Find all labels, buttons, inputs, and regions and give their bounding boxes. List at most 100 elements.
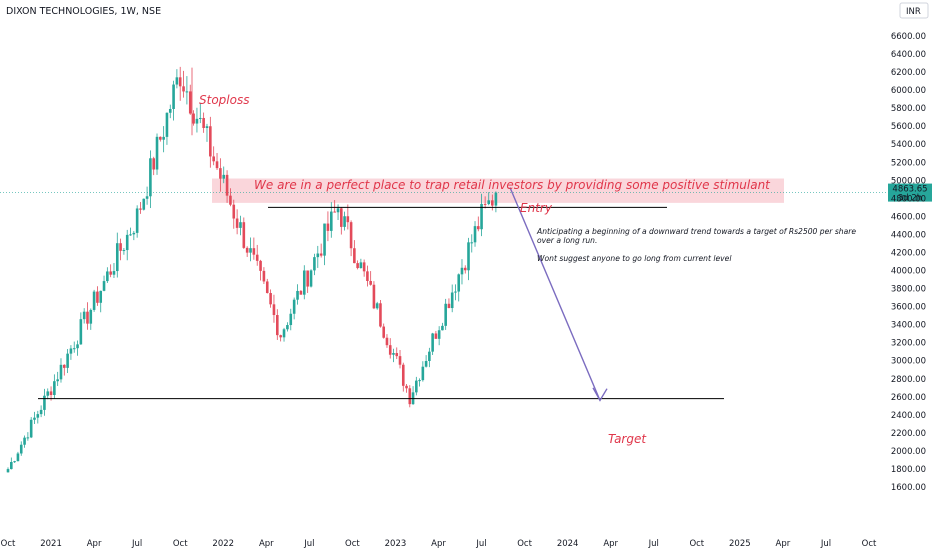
y-tick-label: 2200.00 — [891, 429, 926, 439]
candle — [175, 69, 179, 89]
y-tick-label: 3000.00 — [891, 357, 926, 367]
candle — [178, 66, 182, 101]
candle — [125, 229, 129, 261]
candle — [460, 259, 464, 285]
candle — [10, 457, 13, 470]
headline-annotation: We are in a perfect place to trap retail… — [254, 178, 771, 192]
candle — [323, 223, 326, 266]
candle — [229, 188, 232, 207]
candle — [115, 232, 119, 278]
candle — [359, 258, 363, 269]
stoploss-label: Stoploss — [199, 93, 249, 107]
candle — [282, 327, 286, 342]
candle — [346, 204, 350, 230]
candle — [29, 417, 33, 439]
candle — [129, 227, 132, 236]
candle — [159, 136, 162, 142]
candle — [296, 284, 299, 305]
candle — [289, 308, 293, 331]
candle — [62, 364, 66, 376]
candle — [96, 286, 99, 306]
candle — [299, 290, 303, 295]
candles — [6, 66, 498, 473]
candle — [434, 330, 438, 339]
candle — [401, 362, 405, 392]
candle — [316, 245, 320, 268]
candle — [292, 297, 296, 320]
y-tick-label: 5600.00 — [891, 122, 926, 132]
candle — [467, 237, 470, 281]
currency-label: INR — [906, 7, 921, 17]
y-tick-label: 4200.00 — [891, 248, 926, 258]
candle — [33, 411, 36, 424]
candle — [343, 211, 346, 231]
candle — [195, 107, 199, 133]
x-tick-label: Apr — [87, 539, 102, 549]
y-axis[interactable]: 6600.00 6400.00 6200.00 6000.00 5800.00 5600.… — [891, 32, 926, 493]
candle — [441, 322, 444, 331]
trap-zone[interactable] — [212, 178, 784, 203]
x-axis[interactable]: Oct 2021 Apr Jul Oct 2022 Apr Jul Oct 2023 Apr Jul O… — [1, 539, 877, 549]
y-tick-label: 6600.00 — [891, 32, 926, 42]
candle — [340, 207, 343, 235]
target-arrow[interactable] — [509, 187, 601, 401]
candle — [232, 199, 236, 229]
candle — [165, 112, 169, 145]
y-tick-label: 5000.00 — [891, 176, 926, 186]
x-tick-label: Apr — [603, 539, 618, 549]
candle — [392, 348, 395, 363]
candle — [225, 170, 229, 203]
candle — [259, 259, 262, 281]
candle — [79, 312, 83, 345]
candle — [106, 267, 109, 284]
candle — [405, 383, 408, 393]
candle — [26, 432, 30, 441]
candle — [135, 205, 139, 238]
candle — [142, 198, 146, 211]
currency-box[interactable] — [899, 2, 929, 19]
candle — [319, 243, 323, 258]
candle — [494, 191, 498, 213]
candle — [418, 378, 421, 387]
candle — [444, 298, 447, 330]
y-tick-label: 6000.00 — [891, 86, 926, 96]
x-tick-label: Apr — [259, 539, 274, 549]
candle — [145, 186, 149, 205]
candle — [353, 240, 356, 264]
y-tick-label: 3600.00 — [891, 303, 926, 313]
x-tick-label: Apr — [776, 539, 791, 549]
y-tick-label: 6200.00 — [891, 68, 926, 78]
candle — [185, 76, 189, 105]
y-tick-label: 5200.00 — [891, 158, 926, 168]
candle — [480, 193, 483, 237]
x-tick-label: 2023 — [385, 539, 407, 549]
candle — [369, 271, 372, 286]
candle — [375, 301, 379, 310]
candle — [198, 103, 202, 124]
candle — [382, 323, 386, 339]
candle — [272, 294, 276, 323]
candle — [487, 192, 491, 206]
bar-countdown: 3d 2h — [898, 194, 922, 204]
y-tick-label: 2600.00 — [891, 393, 926, 403]
candle — [188, 84, 192, 115]
candle — [398, 350, 402, 369]
candle — [447, 298, 451, 309]
candle — [222, 166, 226, 184]
candle — [56, 371, 59, 386]
candle — [252, 237, 256, 260]
y-tick-label: 3800.00 — [891, 285, 926, 295]
candle — [454, 284, 457, 301]
candle — [249, 237, 252, 262]
x-tick-label: Apr — [431, 539, 446, 549]
y-tick-label: 4600.00 — [891, 212, 926, 222]
candle — [92, 289, 96, 312]
candle — [262, 267, 266, 285]
candle — [279, 334, 282, 342]
candle — [385, 334, 389, 348]
candle — [72, 341, 76, 353]
candle — [428, 347, 431, 368]
candle — [302, 265, 306, 300]
y-tick-label: 4000.00 — [891, 267, 926, 277]
